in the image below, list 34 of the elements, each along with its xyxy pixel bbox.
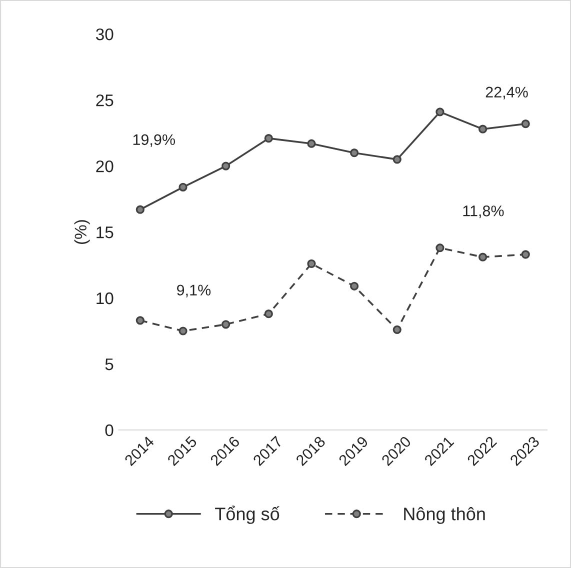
- y-tick-label: 0: [105, 424, 114, 436]
- y-tick-label: 10: [96, 292, 114, 304]
- point: [264, 134, 273, 143]
- point: [478, 252, 488, 262]
- y-tick-label: 5: [105, 358, 114, 370]
- point: [436, 244, 444, 252]
- point: [178, 326, 188, 336]
- y-tick-label: 25: [96, 94, 114, 106]
- point: [136, 205, 144, 214]
- point: [307, 139, 316, 148]
- point: [350, 148, 359, 158]
- annotation: 19,9%: [133, 134, 175, 147]
- y-tick-label: 20: [96, 160, 114, 172]
- point: [222, 320, 230, 329]
- annotation: 22,4%: [486, 86, 528, 100]
- y-tick-label: 15: [96, 226, 114, 238]
- y-axis-title: (%): [74, 220, 90, 244]
- y-tick-label: 30: [96, 28, 114, 40]
- point: [307, 259, 316, 268]
- point: [178, 182, 188, 192]
- point: [521, 120, 530, 128]
- point: [392, 155, 402, 164]
- point: [392, 325, 402, 334]
- legend-label: Nông thôn: [404, 507, 485, 524]
- point: [222, 162, 230, 170]
- annotation: 9,1%: [177, 284, 211, 298]
- point: [521, 250, 530, 259]
- point: [478, 124, 488, 134]
- point: [350, 282, 359, 290]
- point: [264, 310, 273, 318]
- annotation: 11,8%: [463, 206, 504, 218]
- point: [436, 108, 444, 116]
- legend-label: Tổng số: [215, 506, 280, 524]
- point: [136, 316, 144, 325]
